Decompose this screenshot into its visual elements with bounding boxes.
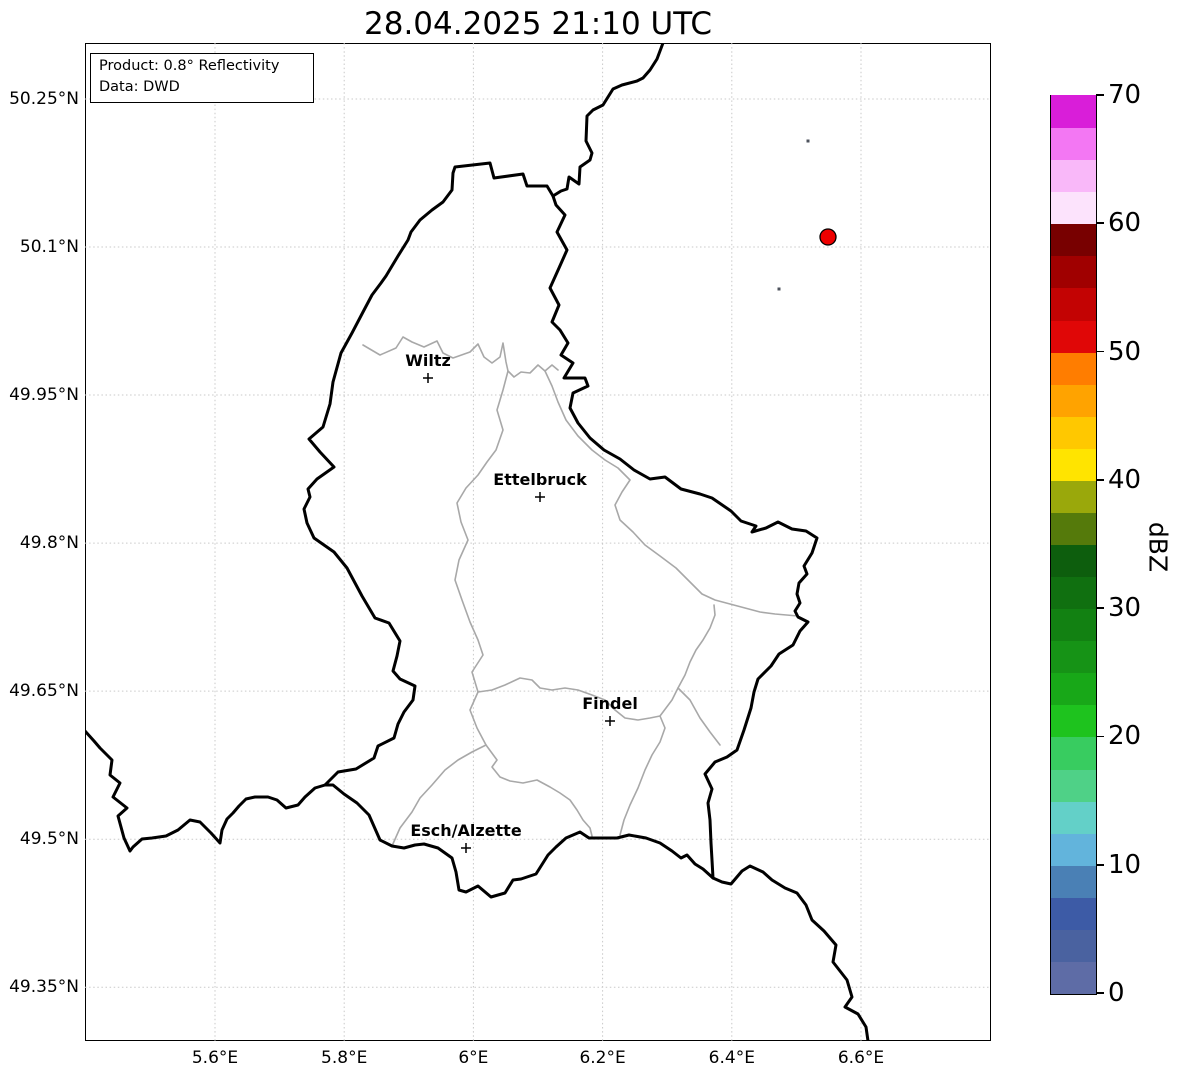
colorbar-tick-mark	[1096, 607, 1104, 609]
colorbar-segment	[1051, 768, 1096, 802]
colorbar-segment	[1051, 576, 1096, 610]
x-tick-label: 6.6°E	[837, 1048, 885, 1068]
x-tick-label: 6°E	[458, 1048, 489, 1068]
noise-speck	[777, 287, 781, 291]
border-moselle-southeast	[711, 864, 870, 1041]
colorbar-tick-mark	[1096, 222, 1104, 225]
colorbar-segment	[1051, 672, 1096, 706]
colorbar-tick-mark	[1096, 863, 1104, 866]
colorbar-tick-mark	[1096, 479, 1104, 481]
reflectivity-echo-dot	[819, 228, 837, 246]
colorbar-segment	[1051, 512, 1096, 545]
y-tick-label: 49.8°N	[19, 533, 79, 554]
noise-speck	[806, 139, 810, 143]
district-border-line	[362, 336, 559, 378]
colorbar-segment	[1051, 833, 1096, 866]
country-borders	[85, 43, 870, 1041]
y-tick-label: 49.5°N	[19, 829, 79, 850]
colorbar-tick-mark	[1096, 735, 1104, 738]
colorbar-tick-mark	[1096, 350, 1104, 353]
colorbar-segment	[1051, 865, 1096, 898]
colorbar-segment	[1051, 448, 1096, 481]
district-border-line	[477, 604, 716, 721]
colorbar-segment	[1051, 223, 1096, 257]
colorbar-segment	[1051, 480, 1096, 513]
city-marker-cross	[423, 373, 433, 383]
colorbar-segment	[1051, 704, 1096, 738]
colorbar-tick-label: 70	[1108, 80, 1142, 110]
colorbar-segment	[1051, 127, 1096, 161]
luxembourg-radar-map	[85, 43, 991, 1041]
city-markers	[423, 373, 615, 853]
x-tick-label: 6.4°E	[708, 1048, 755, 1068]
colorbar-segment	[1051, 255, 1096, 289]
colorbar-segment	[1051, 544, 1096, 578]
y-tick-label: 49.35°N	[9, 977, 79, 998]
colorbar-segment	[1051, 608, 1096, 642]
colorbar-segment	[1051, 929, 1096, 962]
colorbar-segment	[1051, 897, 1096, 930]
colorbar-tick-label: 50	[1108, 336, 1142, 367]
colorbar-tick-label: 60	[1108, 208, 1142, 239]
colorbar	[1050, 95, 1097, 995]
city-marker-cross	[605, 716, 615, 726]
x-tick-label: 5.6°E	[191, 1048, 239, 1068]
colorbar-unit-label: dBZ	[1143, 521, 1173, 573]
colorbar-segment	[1051, 319, 1096, 353]
colorbar-segment	[1051, 159, 1096, 193]
y-tick-label: 50.1°N	[19, 237, 79, 257]
colorbar-tick-label: 20	[1108, 721, 1142, 752]
radar-echoes	[777, 139, 837, 291]
x-tick-label: 5.8°E	[321, 1048, 368, 1068]
product-info-box: Product: 0.8° Reflectivity Data: DWD	[90, 53, 314, 103]
colorbar-segment	[1051, 416, 1096, 449]
colorbar-segment	[1051, 287, 1096, 321]
colorbar-segment	[1051, 191, 1096, 225]
district-border-line	[391, 744, 487, 847]
district-border-line	[677, 687, 721, 746]
colorbar-segment	[1051, 736, 1096, 770]
district-border-line	[454, 370, 593, 837]
border-france-belgium	[85, 729, 327, 853]
colorbar-tick-label: 30	[1108, 593, 1142, 624]
city-marker-cross	[535, 492, 545, 502]
data-source-line: Data: DWD	[99, 79, 180, 95]
colorbar-segment	[1051, 961, 1096, 994]
city-marker-cross	[461, 843, 471, 853]
border-luxembourg	[302, 161, 819, 899]
y-tick-label: 49.65°N	[9, 681, 79, 702]
gridlines	[85, 43, 991, 1041]
colorbar-segment	[1051, 384, 1096, 417]
colorbar-segment	[1051, 95, 1096, 129]
map-plot-frame	[85, 43, 991, 1041]
colorbar-tick-label: 10	[1108, 849, 1142, 880]
district-border-line	[619, 715, 666, 836]
colorbar-segment	[1051, 640, 1096, 674]
district-border-line	[544, 370, 799, 617]
district-borders	[362, 336, 799, 847]
colorbar-tick-label: 0	[1108, 978, 1125, 1008]
product-line: Product: 0.8° Reflectivity	[99, 58, 280, 74]
colorbar-tick-mark	[1096, 94, 1104, 96]
border-belgium-germany	[551, 43, 665, 198]
figure-title: 28.04.2025 21:10 UTC	[364, 6, 712, 42]
colorbar-segment	[1051, 352, 1096, 385]
colorbar-tick-label: 40	[1108, 464, 1142, 495]
y-tick-label: 50.25°N	[9, 88, 79, 109]
y-tick-label: 49.95°N	[9, 385, 79, 406]
x-tick-label: 6.2°E	[579, 1048, 626, 1068]
colorbar-segment	[1051, 801, 1096, 834]
colorbar-tick-mark	[1096, 992, 1104, 994]
